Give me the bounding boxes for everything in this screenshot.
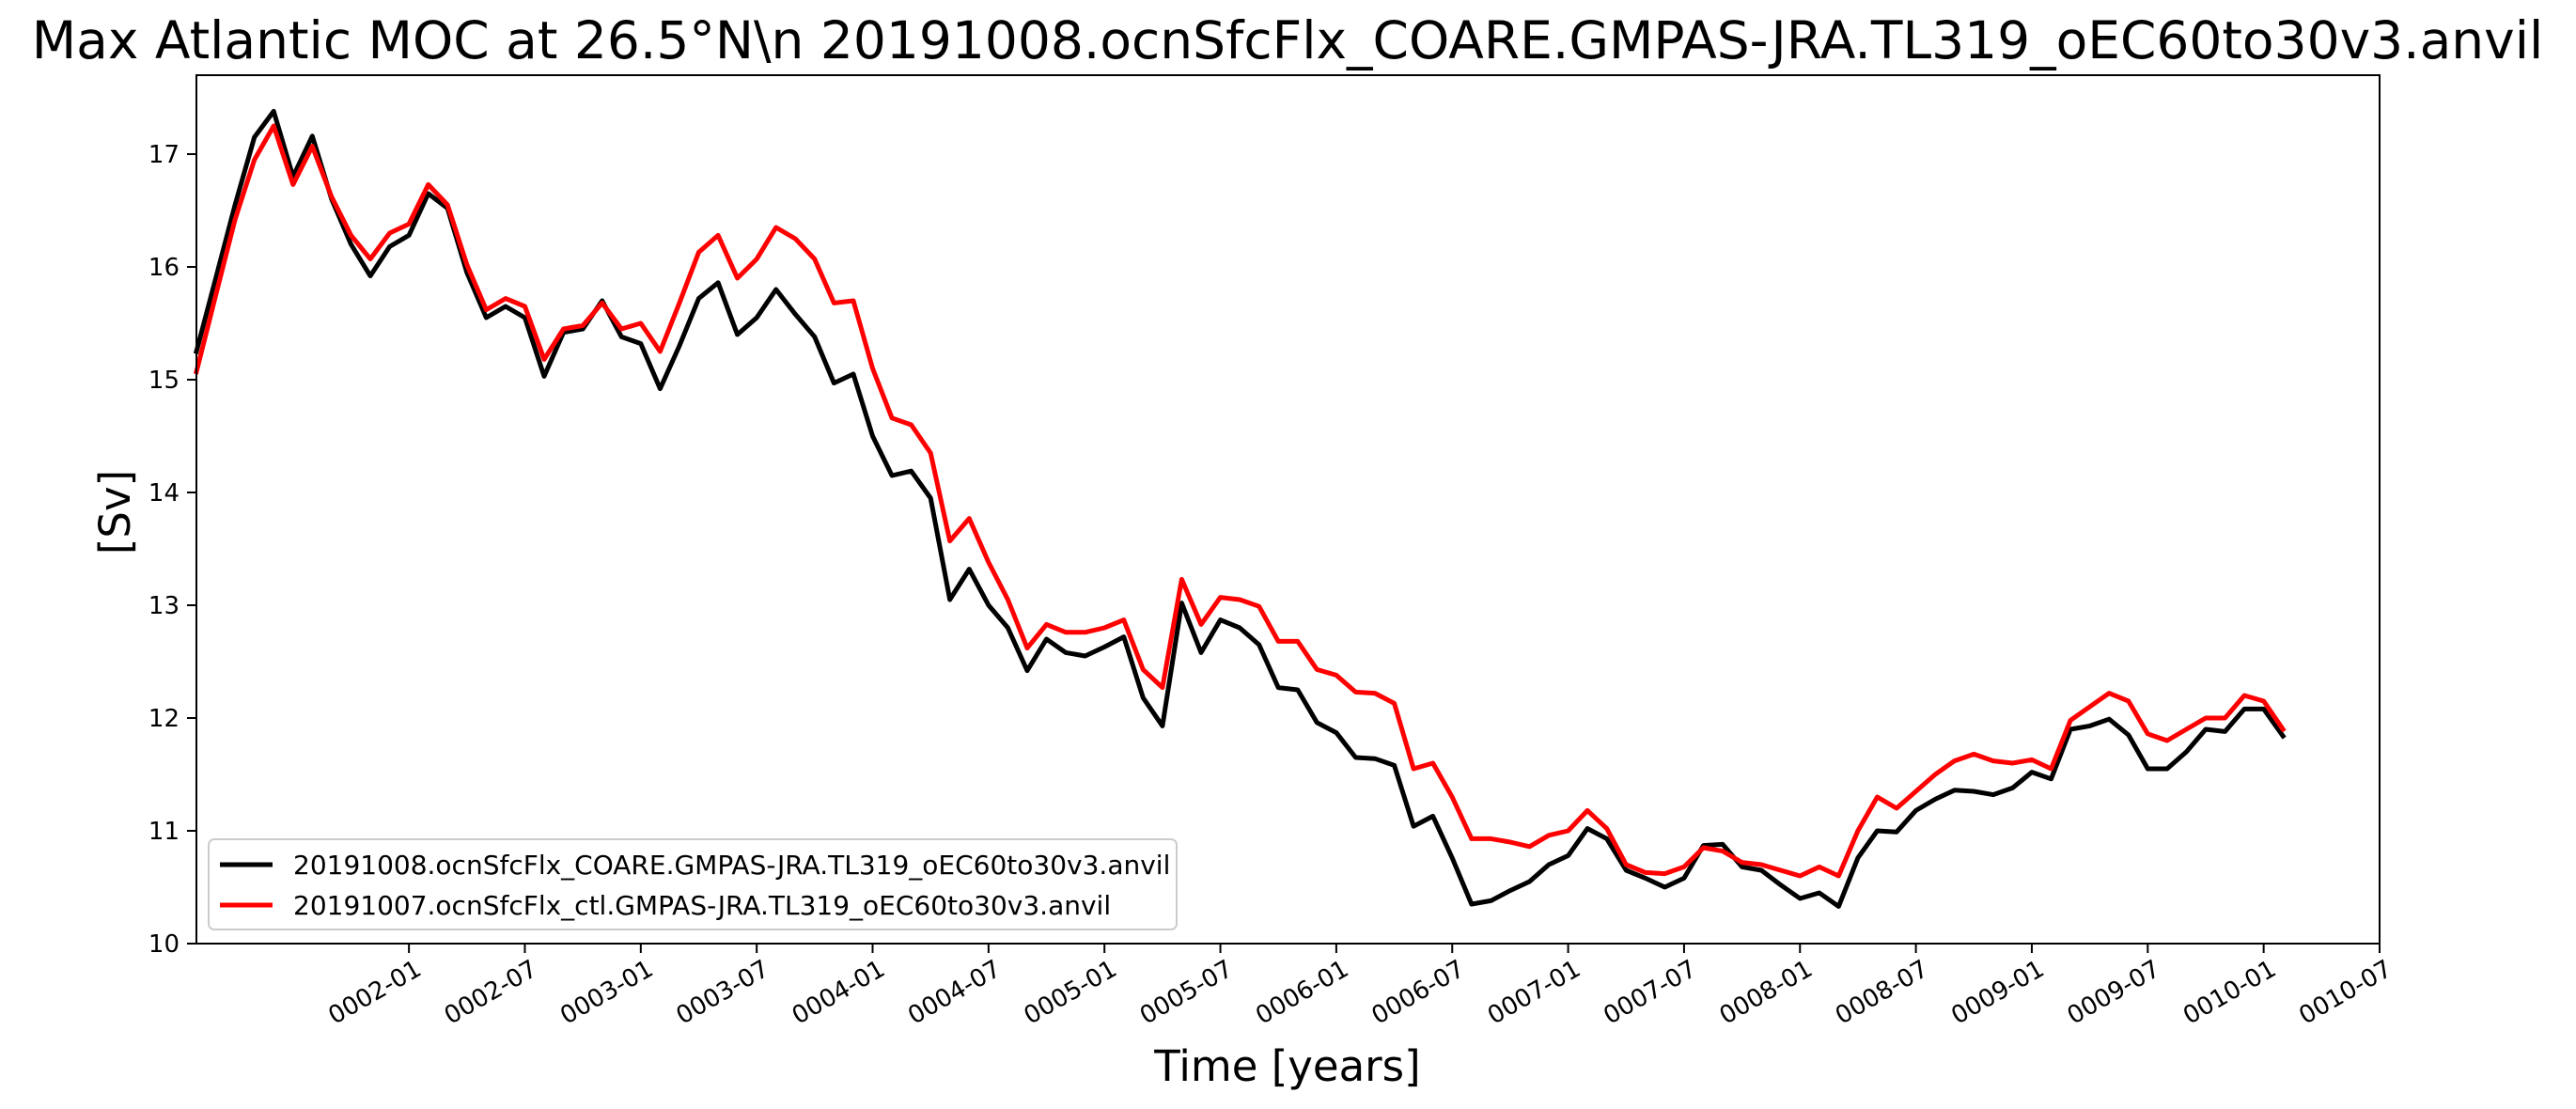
- y-tick-label: 13: [148, 592, 180, 620]
- chart-title: Max Atlantic MOC at 26.5°N\n 20191008.oc…: [32, 10, 2544, 70]
- plot-area: [196, 75, 2380, 944]
- x-axis-label: Time [years]: [1153, 1041, 1420, 1091]
- y-tick-label: 16: [148, 254, 180, 282]
- plot-frame: [195, 74, 2381, 945]
- legend-box: [208, 838, 1178, 930]
- y-tick-label: 14: [148, 479, 180, 508]
- series-lines: [193, 108, 2287, 909]
- y-tick-label: 17: [148, 141, 180, 169]
- series-line-2: [193, 123, 2287, 879]
- y-tick-label: 10: [148, 930, 180, 959]
- y-tick-label: 12: [148, 705, 180, 733]
- y-tick-label: 11: [148, 818, 180, 846]
- y-tick-label: 15: [148, 367, 180, 395]
- legend: 20191008.ocnSfcFlx_COARE.GMPAS-JRA.TL319…: [208, 838, 1178, 930]
- legend-label-1: 20191008.ocnSfcFlx_COARE.GMPAS-JRA.TL319…: [293, 850, 1170, 881]
- y-axis-label: [Sv]: [90, 470, 140, 554]
- y-axis: 10 11 12 13 14 15 16 17: [148, 141, 196, 959]
- series-line-1: [193, 108, 2287, 909]
- legend-label-2: 20191007.ocnSfcFlx_ctl.GMPAS-JRA.TL319_o…: [293, 890, 1111, 921]
